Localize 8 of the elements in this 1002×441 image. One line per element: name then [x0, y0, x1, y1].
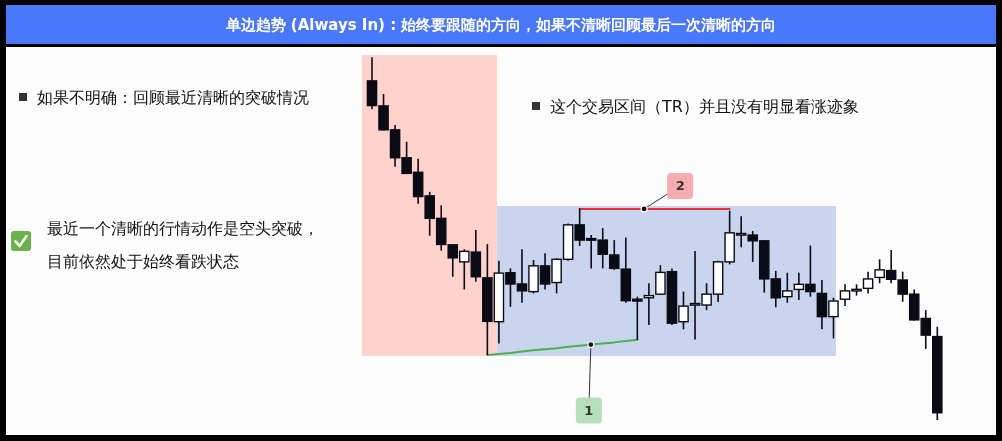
- chart-title: 单边趋势 (Always In) : 始终要跟随的方向，如果不清晰回顾最后一次清晰的方向: [224, 16, 777, 34]
- series-label: 2: [675, 178, 685, 194]
- candlestick: [862, 270, 874, 295]
- text: 最近一个清晰的行情动作是空头突破，: [47, 218, 319, 238]
- text: 1: [584, 403, 594, 419]
- annotation: 这个交易区间（TR）并且没有明显看涨迹象: [550, 96, 859, 116]
- text: 如果不明确：回顾最近清晰的突破情况: [37, 87, 309, 107]
- text: 目前依然处于始终看跌状态: [47, 251, 239, 271]
